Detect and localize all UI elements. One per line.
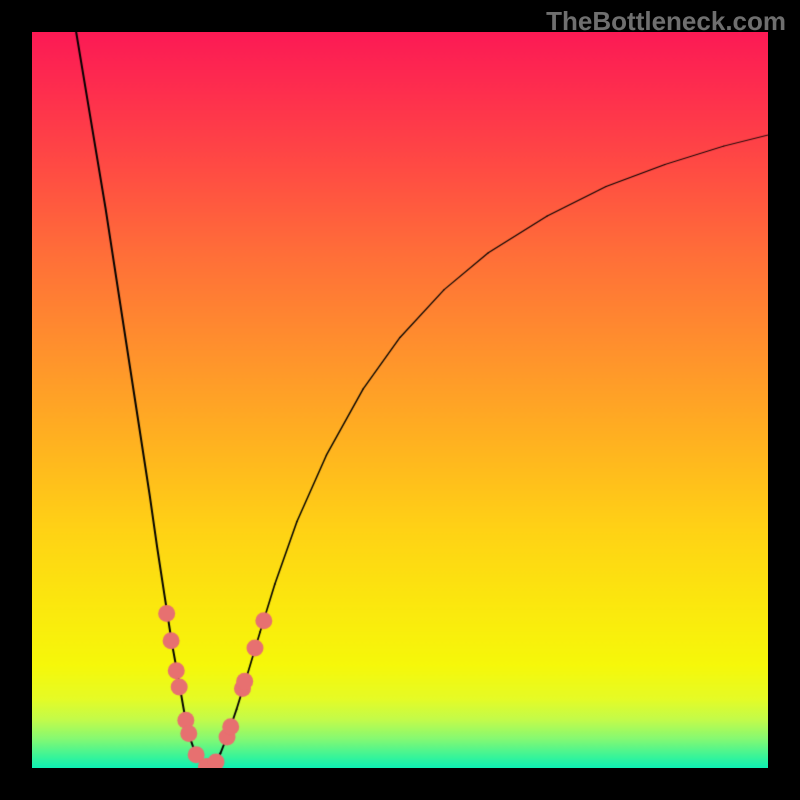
bottleneck-curve-chart [32,32,768,768]
watermark-text: TheBottleneck.com [546,6,786,37]
